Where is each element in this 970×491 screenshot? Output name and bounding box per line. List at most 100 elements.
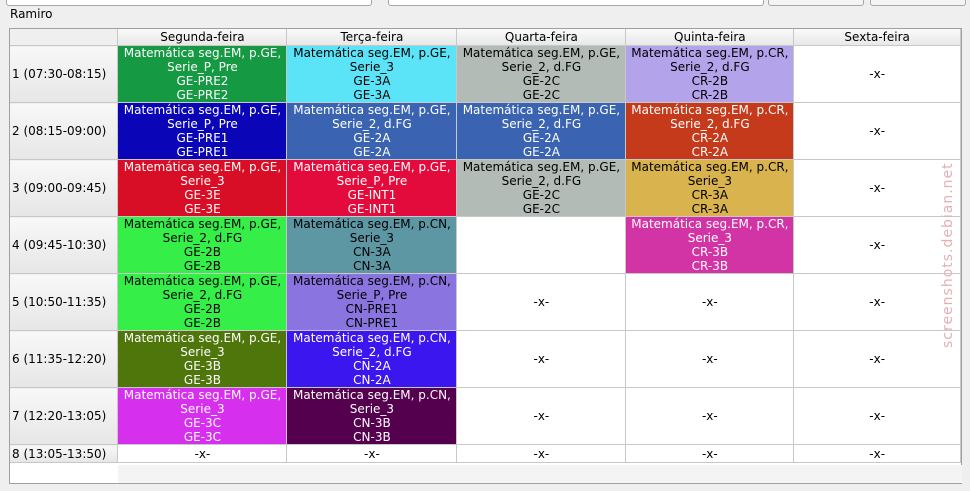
search-field[interactable]: [388, 0, 764, 6]
lesson-cell[interactable]: Matemática seg.EM, p.GE, Serie_2, d.FG GE-…: [456, 45, 627, 103]
lesson-cell[interactable]: Matemática seg.EM, p.GE, Serie_P, Pre GE-I…: [286, 159, 458, 217]
lesson-line: GE-2C: [522, 202, 560, 216]
lesson-cell[interactable]: Matemática seg.EM, p.GE, Serie_3 GE-3E GE-3…: [117, 159, 288, 217]
lesson-cell[interactable]: -x-: [625, 387, 795, 445]
lesson-cell[interactable]: -x-: [456, 387, 627, 445]
period-header[interactable]: 4 (09:45-10:30): [10, 216, 119, 274]
lesson-cell[interactable]: Matemática seg.EM, p.CN, Serie_3 CN-3A CN-3…: [286, 216, 458, 274]
period-header[interactable]: 2 (08:15-09:00): [10, 102, 119, 160]
lesson-cell[interactable]: Matemática seg.EM, p.CR, Serie_2, d.FG CR-…: [625, 45, 795, 103]
lesson-cell[interactable]: Matemática seg.EM, p.GE, Serie_P, Pre GE-P…: [117, 102, 288, 160]
lesson-cell[interactable]: Matemática seg.EM, p.GE, Serie_2, d.FG GE-…: [456, 102, 627, 160]
lesson-line: -x-: [701, 446, 718, 461]
lesson-line: GE-2B: [183, 302, 221, 316]
lesson-cell[interactable]: -x-: [793, 102, 961, 160]
lesson-cell[interactable]: -x-: [117, 444, 288, 463]
period-header[interactable]: 1 (07:30-08:15): [10, 45, 119, 103]
period-header[interactable]: 5 (10:50-11:35): [10, 273, 119, 331]
lesson-line: Matemática seg.EM, p.CN,: [292, 217, 451, 231]
lesson-cell[interactable]: -x-: [456, 273, 627, 331]
lesson-cell[interactable]: [456, 216, 627, 274]
lesson-cell[interactable]: Matemática seg.EM, p.GE, Serie_P, Pre GE-P…: [117, 45, 288, 103]
lesson-line: CR-3A: [691, 202, 729, 216]
lesson-cell[interactable]: -x-: [456, 330, 627, 388]
lesson-line: Serie_P, Pre: [167, 117, 238, 131]
lesson-cell[interactable]: -x-: [625, 273, 795, 331]
lesson-cell[interactable]: -x-: [793, 273, 961, 331]
lesson-line: Serie_3: [687, 231, 732, 245]
lesson-line: Matemática seg.EM, p.GE,: [123, 274, 282, 288]
lesson-line: Matemática seg.EM, p.CR,: [631, 46, 789, 60]
day-header-3[interactable]: Quinta-feira: [625, 29, 795, 46]
lesson-line: GE-INT1: [347, 188, 397, 202]
lesson-cell[interactable]: Matemática seg.EM, p.CR, Serie_2, d.FG CR-…: [625, 102, 795, 160]
lesson-cell[interactable]: Matemática seg.EM, p.CR, Serie_3 CR-3B CR-3…: [625, 216, 795, 274]
lesson-cell[interactable]: Matemática seg.EM, p.GE, Serie_2, d.FG GE-…: [117, 216, 288, 274]
lesson-cell[interactable]: Matemática seg.EM, p.CR, Serie_3 CR-3A CR-3…: [625, 159, 795, 217]
toolbar-button-2[interactable]: [870, 0, 966, 6]
lesson-cell[interactable]: -x-: [793, 45, 961, 103]
period-row: 2 (08:15-09:00) Matemática seg.EM, p.GE, S…: [10, 102, 961, 160]
toolbar-button[interactable]: [768, 0, 864, 6]
lesson-line: CN-2A: [353, 373, 391, 387]
lesson-line: GE-3E: [184, 188, 221, 202]
period-row: 8 (13:05-13:50) -x- -x- -x- -x- -x-: [10, 444, 961, 463]
lesson-line: -x-: [533, 295, 550, 309]
lesson-cell[interactable]: Matemática seg.EM, p.CN, Serie_3 CN-3B CN-3…: [286, 387, 458, 445]
lesson-cell[interactable]: -x-: [456, 444, 627, 463]
lesson-line: Matemática seg.EM, p.GE,: [293, 103, 451, 117]
watermark-text: screenshots.debian.net: [940, 162, 956, 348]
lesson-line: Matemática seg.EM, p.GE,: [293, 46, 451, 60]
lesson-cell[interactable]: -x-: [286, 444, 458, 463]
lesson-line: -x-: [869, 446, 886, 461]
lesson-line: CN-PRE1: [345, 316, 399, 330]
lesson-line: Serie_2, d.FG: [162, 231, 243, 245]
lesson-cell[interactable]: Matemática seg.EM, p.GE, Serie_3 GE-3A GE-3…: [286, 45, 458, 103]
lesson-cell[interactable]: Matemática seg.EM, p.GE, Serie_2, d.FG GE-…: [286, 102, 458, 160]
lesson-line: GE-3C: [183, 416, 222, 430]
day-header-4[interactable]: Sexta-feira: [793, 29, 961, 46]
lesson-line: Matemática seg.EM, p.CN,: [292, 331, 451, 345]
lesson-line: Serie_2, d.FG: [162, 288, 243, 302]
lesson-cell[interactable]: Matemática seg.EM, p.GE, Serie_3 GE-3B GE-3…: [117, 330, 288, 388]
lesson-line: GE-3C: [183, 430, 222, 444]
day-header-2[interactable]: Quarta-feira: [456, 29, 627, 46]
lesson-line: Serie_P, Pre: [336, 174, 408, 188]
lesson-line: Serie_2, d.FG: [501, 117, 582, 131]
period-header[interactable]: 7 (12:20-13:05): [10, 387, 119, 445]
period-header[interactable]: 8 (13:05-13:50): [10, 444, 119, 463]
lesson-cell[interactable]: -x-: [793, 216, 961, 274]
lesson-cell[interactable]: Matemática seg.EM, p.CN, Serie_2, d.FG CN-…: [286, 330, 458, 388]
period-header[interactable]: 6 (11:35-12:20): [10, 330, 119, 388]
lesson-cell[interactable]: -x-: [793, 444, 961, 463]
corner-header[interactable]: [10, 29, 119, 46]
lesson-cell[interactable]: -x-: [793, 330, 961, 388]
lesson-line: CR-3B: [691, 259, 729, 273]
day-header-0[interactable]: Segunda-feira: [117, 29, 288, 46]
lesson-line: CR-2A: [691, 131, 729, 145]
lesson-cell[interactable]: Matemática seg.EM, p.GE, Serie_2, d.FG GE-…: [117, 273, 288, 331]
lesson-line: Serie_3: [180, 345, 225, 359]
lesson-line: GE-2A: [522, 131, 560, 145]
lesson-cell[interactable]: Matemática seg.EM, p.GE, Serie_3 GE-3C GE-3…: [117, 387, 288, 445]
lesson-cell[interactable]: -x-: [793, 387, 961, 445]
lesson-cell[interactable]: -x-: [625, 330, 795, 388]
day-header-1[interactable]: Terça-feira: [286, 29, 458, 46]
lesson-line: -x-: [701, 409, 718, 423]
lesson-line: CN-3A: [353, 259, 391, 273]
lesson-cell[interactable]: -x-: [625, 444, 795, 463]
lesson-cell[interactable]: Matemática seg.EM, p.GE, Serie_2, d.FG GE-…: [456, 159, 627, 217]
lesson-line: Matemática seg.EM, p.GE,: [123, 46, 282, 60]
lesson-line: Matemática seg.EM, p.GE,: [123, 103, 282, 117]
lesson-line: CN-3B: [353, 416, 391, 430]
lesson-line: GE-2A: [353, 145, 391, 159]
period-row: 3 (09:00-09:45) Matemática seg.EM, p.GE, S…: [10, 159, 961, 217]
lesson-cell[interactable]: -x-: [793, 159, 961, 217]
empty-area: [118, 465, 962, 483]
filter-combo[interactable]: [6, 0, 372, 6]
period-header[interactable]: 3 (09:00-09:45): [10, 159, 119, 217]
period-row: 4 (09:45-10:30) Matemática seg.EM, p.GE, S…: [10, 216, 961, 274]
lesson-line: GE-2B: [183, 245, 221, 259]
lesson-cell[interactable]: Matemática seg.EM, p.CN, Serie_P, Pre CN-P…: [286, 273, 458, 331]
lesson-line: Serie_P, Pre: [167, 60, 238, 74]
